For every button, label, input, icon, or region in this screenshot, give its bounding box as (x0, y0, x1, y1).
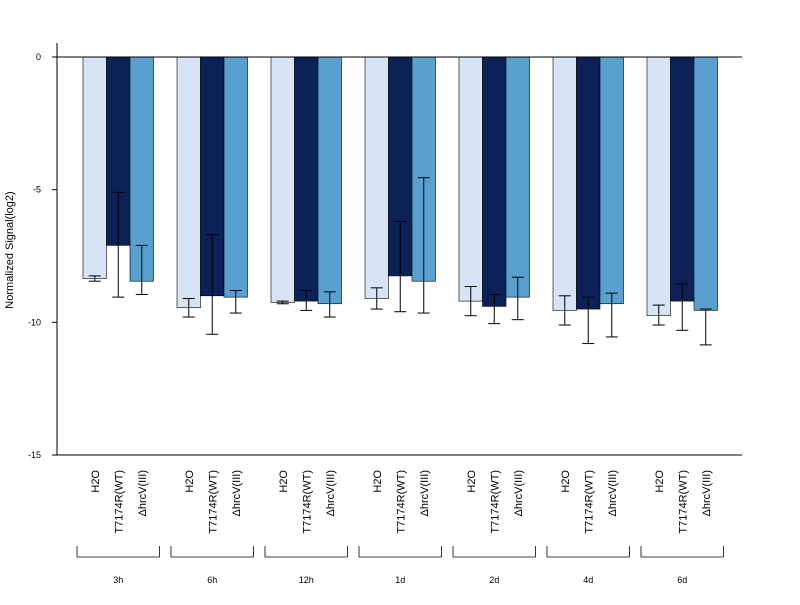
condition-tick-label: ΔhrcV(III) (231, 470, 243, 516)
condition-tick-label: T7174R(WT) (113, 470, 125, 534)
y-axis-label: Normalized Signal(log2) (4, 191, 16, 308)
bar (693, 56, 718, 311)
bar (576, 56, 601, 310)
condition-tick-label: T7174R(WT) (677, 470, 689, 534)
condition-tick-label: ΔhrcV(III) (513, 470, 525, 516)
bar (223, 56, 248, 298)
bar (599, 56, 624, 305)
group-label: 6d (677, 575, 687, 585)
group-label: 2d (489, 575, 499, 585)
group-label: 1d (395, 575, 405, 585)
bars-group (82, 56, 718, 317)
bar (505, 56, 530, 298)
bar (670, 56, 695, 302)
condition-tick-label: T7174R(WT) (583, 470, 595, 534)
condition-tick-label: T7174R(WT) (301, 470, 313, 534)
group-label: 12h (299, 575, 314, 585)
bar (482, 56, 507, 307)
group-label: 4d (583, 575, 593, 585)
bar (646, 56, 671, 317)
y-tick-label: -10 (28, 317, 41, 327)
bar (176, 56, 201, 309)
bar (458, 56, 483, 302)
condition-tick-label: H2O (184, 470, 196, 493)
bar (82, 56, 107, 279)
y-tick-label: -5 (33, 185, 41, 195)
y-tick-label: 0 (36, 52, 41, 62)
condition-tick-label: ΔhrcV(III) (701, 470, 713, 516)
condition-tick-label: T7174R(WT) (207, 470, 219, 534)
condition-tick-label: H2O (560, 470, 572, 493)
condition-tick-label: ΔhrcV(III) (607, 470, 619, 516)
condition-tick-label: H2O (90, 470, 102, 493)
bar (317, 56, 342, 305)
condition-tick-label: ΔhrcV(III) (325, 470, 337, 516)
condition-tick-label: H2O (466, 470, 478, 493)
condition-tick-label: H2O (278, 470, 290, 493)
condition-tick-label: T7174R(WT) (395, 470, 407, 534)
group-label: 3h (113, 575, 123, 585)
bar (294, 56, 319, 302)
bar (552, 56, 577, 311)
y-tick-label: -15 (28, 450, 41, 460)
error-bars-group (88, 177, 712, 346)
condition-tick-label: H2O (372, 470, 384, 493)
condition-tick-label: ΔhrcV(III) (137, 470, 149, 516)
condition-tick-label: ΔhrcV(III) (419, 470, 431, 516)
condition-tick-label: H2O (654, 470, 666, 493)
group-label: 6h (207, 575, 217, 585)
bar (270, 56, 295, 303)
bar (364, 56, 389, 299)
condition-tick-label: T7174R(WT) (489, 470, 501, 534)
